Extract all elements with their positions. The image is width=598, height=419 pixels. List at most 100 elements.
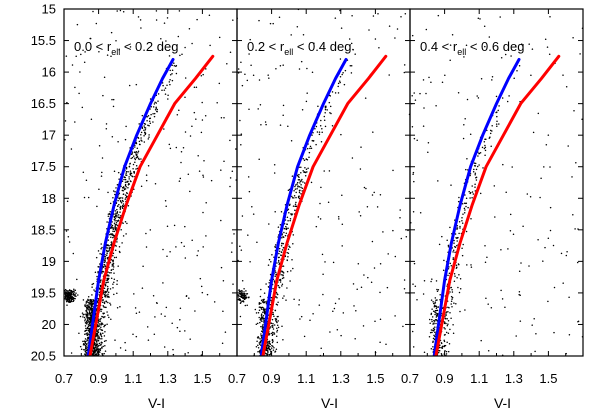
- star-point: [306, 171, 308, 173]
- star-point: [112, 227, 114, 229]
- star-point: [237, 294, 240, 297]
- star-point: [273, 324, 276, 326]
- star-point: [172, 348, 174, 351]
- star-point: [147, 164, 150, 167]
- star-point: [184, 96, 186, 98]
- star-point: [163, 128, 165, 130]
- star-point: [140, 27, 142, 29]
- star-point: [505, 191, 507, 194]
- star-point: [117, 265, 119, 267]
- star-point: [179, 330, 181, 333]
- star-point: [68, 298, 71, 301]
- star-point: [107, 247, 109, 249]
- star-point: [549, 206, 552, 209]
- star-point: [432, 330, 435, 332]
- star-point: [280, 251, 283, 253]
- star-point: [351, 14, 353, 17]
- y-tick-label: 17.5: [31, 159, 56, 174]
- star-point: [124, 221, 127, 223]
- star-point: [116, 214, 118, 216]
- star-point: [447, 320, 450, 322]
- star-point: [288, 211, 290, 214]
- star-point: [259, 318, 262, 321]
- star-point: [282, 274, 284, 277]
- star-point: [260, 337, 263, 339]
- star-point: [404, 13, 407, 15]
- star-point: [324, 112, 326, 114]
- star-point: [259, 341, 262, 344]
- star-point: [297, 196, 300, 199]
- star-point: [74, 295, 76, 297]
- star-point: [128, 178, 130, 180]
- star-point: [120, 202, 123, 204]
- star-point: [96, 337, 99, 339]
- star-point: [575, 161, 577, 164]
- star-point: [145, 232, 147, 235]
- star-point: [285, 225, 287, 228]
- star-point: [452, 257, 455, 259]
- star-point: [562, 74, 564, 76]
- star-point: [125, 125, 127, 128]
- star-point: [132, 167, 134, 170]
- star-point: [67, 290, 69, 292]
- star-point: [475, 179, 478, 181]
- star-point: [72, 294, 75, 296]
- star-point: [124, 178, 127, 181]
- star-point: [86, 311, 89, 313]
- star-point: [165, 40, 167, 42]
- star-point: [128, 182, 130, 185]
- star-point: [132, 333, 134, 336]
- star-point: [92, 282, 95, 285]
- star-point: [96, 348, 98, 350]
- star-point: [96, 333, 98, 335]
- star-point: [99, 351, 101, 353]
- star-point: [94, 347, 97, 349]
- star-point: [276, 304, 279, 306]
- star-point: [120, 196, 122, 199]
- star-point: [444, 328, 446, 330]
- star-point: [98, 325, 100, 328]
- star-point: [333, 307, 336, 310]
- star-point: [201, 119, 204, 121]
- star-point: [277, 315, 279, 318]
- star-point: [143, 122, 146, 125]
- star-point: [285, 228, 288, 231]
- star-point: [433, 334, 435, 337]
- star-point: [169, 74, 172, 76]
- star-point: [295, 201, 297, 204]
- star-point: [66, 304, 68, 306]
- star-point: [511, 166, 513, 168]
- star-point: [430, 280, 432, 283]
- star-point: [272, 328, 275, 330]
- star-point: [263, 292, 266, 294]
- star-point: [434, 331, 436, 334]
- star-point: [507, 248, 509, 250]
- star-point: [323, 115, 326, 118]
- star-point: [248, 296, 250, 298]
- star-point: [124, 194, 127, 196]
- star-point: [84, 342, 87, 344]
- star-point: [114, 249, 117, 252]
- star-point: [435, 312, 437, 314]
- star-point: [277, 226, 280, 228]
- star-point: [454, 233, 457, 235]
- star-point: [272, 345, 274, 348]
- star-point: [577, 320, 580, 322]
- star-point: [552, 244, 555, 247]
- star-point: [140, 158, 142, 160]
- star-point: [87, 337, 89, 339]
- star-point: [88, 324, 91, 326]
- star-point: [106, 256, 109, 259]
- star-point: [85, 329, 88, 332]
- star-point: [354, 338, 356, 340]
- star-point: [270, 296, 273, 299]
- star-point: [243, 294, 245, 297]
- axis-labels: V-I V-I V-I: [148, 395, 511, 411]
- star-point: [98, 291, 101, 294]
- star-point: [202, 176, 205, 178]
- star-point: [85, 349, 87, 352]
- star-point: [324, 125, 327, 128]
- star-point: [291, 259, 293, 261]
- star-point: [145, 179, 148, 182]
- star-point: [133, 293, 135, 295]
